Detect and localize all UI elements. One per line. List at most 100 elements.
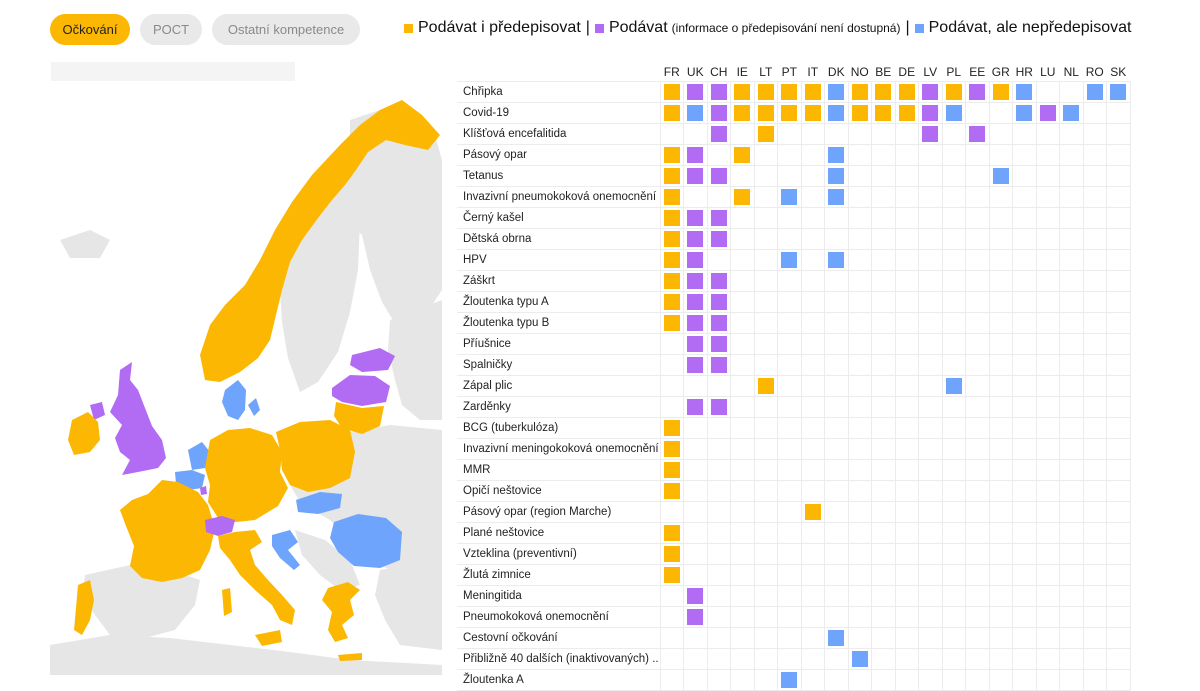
status-square-sk[interactable] <box>1110 84 1127 100</box>
status-square-lt[interactable] <box>757 84 774 100</box>
status-square-lt[interactable] <box>757 378 774 394</box>
status-square-fr[interactable] <box>663 147 680 163</box>
status-square-pt[interactable] <box>781 84 798 100</box>
status-square-fr[interactable] <box>663 189 680 205</box>
status-square-fr[interactable] <box>663 567 680 583</box>
status-square-fr[interactable] <box>663 273 680 289</box>
status-square-ch[interactable] <box>710 273 727 289</box>
status-square-ee[interactable] <box>969 126 986 142</box>
status-square-fr[interactable] <box>663 231 680 247</box>
status-square-uk[interactable] <box>687 273 704 289</box>
status-square-no[interactable] <box>851 84 868 100</box>
status-square-pt[interactable] <box>781 105 798 121</box>
status-square-no[interactable] <box>851 651 868 667</box>
status-square-pl[interactable] <box>945 378 962 394</box>
status-square-uk[interactable] <box>687 210 704 226</box>
table-cell <box>895 606 919 628</box>
status-square-pl[interactable] <box>945 105 962 121</box>
status-square-fr[interactable] <box>663 546 680 562</box>
status-square-dk[interactable] <box>828 84 845 100</box>
status-square-dk[interactable] <box>828 189 845 205</box>
tab-poct[interactable]: POCT <box>140 14 202 45</box>
status-square-uk[interactable] <box>687 84 704 100</box>
status-square-lt[interactable] <box>757 105 774 121</box>
status-square-dk[interactable] <box>828 252 845 268</box>
status-square-ch[interactable] <box>710 231 727 247</box>
status-square-ie[interactable] <box>734 105 751 121</box>
status-square-ch[interactable] <box>710 315 727 331</box>
status-square-uk[interactable] <box>687 147 704 163</box>
status-square-ch[interactable] <box>710 336 727 352</box>
status-square-ch[interactable] <box>710 294 727 310</box>
status-square-uk[interactable] <box>687 294 704 310</box>
status-square-uk[interactable] <box>687 336 704 352</box>
column-header-uk: UK <box>683 62 707 82</box>
status-square-be[interactable] <box>875 84 892 100</box>
status-square-dk[interactable] <box>828 168 845 184</box>
table-cell <box>1059 165 1084 187</box>
status-square-be[interactable] <box>875 105 892 121</box>
status-square-fr[interactable] <box>663 294 680 310</box>
status-square-lu[interactable] <box>1039 105 1056 121</box>
status-square-uk[interactable] <box>687 609 704 625</box>
tab-vaccination[interactable]: Očkování <box>50 14 130 45</box>
status-square-no[interactable] <box>851 105 868 121</box>
status-square-uk[interactable] <box>687 399 704 415</box>
status-square-uk[interactable] <box>687 588 704 604</box>
status-square-uk[interactable] <box>687 252 704 268</box>
status-square-fr[interactable] <box>663 441 680 457</box>
status-square-ro[interactable] <box>1086 84 1103 100</box>
status-square-dk[interactable] <box>828 630 845 646</box>
status-square-ie[interactable] <box>734 189 751 205</box>
status-square-pt[interactable] <box>781 252 798 268</box>
status-square-ch[interactable] <box>710 210 727 226</box>
status-square-ch[interactable] <box>710 357 727 373</box>
status-square-fr[interactable] <box>663 483 680 499</box>
status-square-uk[interactable] <box>687 357 704 373</box>
status-square-fr[interactable] <box>663 315 680 331</box>
status-square-fr[interactable] <box>663 525 680 541</box>
status-square-it[interactable] <box>804 84 821 100</box>
status-square-de[interactable] <box>898 84 915 100</box>
status-square-lv[interactable] <box>922 105 939 121</box>
status-square-ie[interactable] <box>734 84 751 100</box>
status-square-uk[interactable] <box>687 168 704 184</box>
status-square-fr[interactable] <box>663 168 680 184</box>
status-square-ie[interactable] <box>734 147 751 163</box>
status-square-ch[interactable] <box>710 126 727 142</box>
status-square-uk[interactable] <box>687 105 704 121</box>
status-square-dk[interactable] <box>828 147 845 163</box>
status-square-pl[interactable] <box>945 84 962 100</box>
status-square-fr[interactable] <box>663 462 680 478</box>
status-square-nl[interactable] <box>1063 105 1080 121</box>
status-square-lv[interactable] <box>922 84 939 100</box>
status-square-gr[interactable] <box>992 168 1009 184</box>
status-square-uk[interactable] <box>687 231 704 247</box>
table-cell <box>801 102 825 124</box>
status-square-ee[interactable] <box>969 84 986 100</box>
status-square-ch[interactable] <box>710 105 727 121</box>
status-square-fr[interactable] <box>663 84 680 100</box>
status-square-it[interactable] <box>804 504 821 520</box>
status-square-fr[interactable] <box>663 252 680 268</box>
map-search-bar[interactable] <box>51 62 295 81</box>
status-square-lt[interactable] <box>757 126 774 142</box>
status-square-pt[interactable] <box>781 672 798 688</box>
status-square-fr[interactable] <box>663 420 680 436</box>
status-square-it[interactable] <box>804 105 821 121</box>
status-square-hr[interactable] <box>1016 84 1033 100</box>
status-square-lv[interactable] <box>922 126 939 142</box>
status-square-ch[interactable] <box>710 84 727 100</box>
tab-other-competences[interactable]: Ostatní kompetence <box>212 14 360 45</box>
status-square-ch[interactable] <box>710 168 727 184</box>
status-square-gr[interactable] <box>992 84 1009 100</box>
status-square-ch[interactable] <box>710 399 727 415</box>
status-square-uk[interactable] <box>687 315 704 331</box>
table-cell <box>754 417 778 439</box>
status-square-de[interactable] <box>898 105 915 121</box>
status-square-fr[interactable] <box>663 210 680 226</box>
status-square-dk[interactable] <box>828 105 845 121</box>
status-square-hr[interactable] <box>1016 105 1033 121</box>
status-square-fr[interactable] <box>663 105 680 121</box>
status-square-pt[interactable] <box>781 189 798 205</box>
